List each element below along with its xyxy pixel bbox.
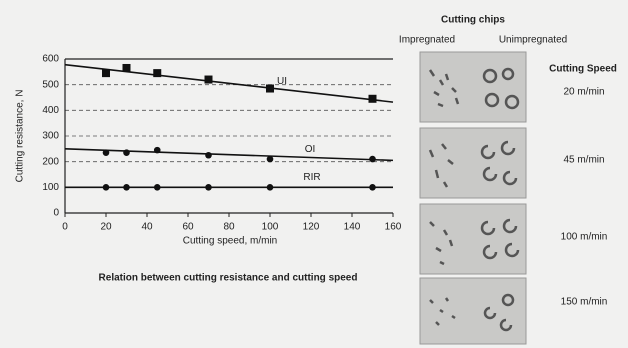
column-header: Unimpregnated	[499, 35, 567, 46]
marker	[266, 155, 274, 163]
marker	[102, 149, 110, 156]
marker	[153, 146, 161, 154]
marker	[122, 63, 131, 72]
x-tick-label: 80	[223, 222, 235, 233]
x-tick-label: 100	[262, 222, 279, 233]
y-tick-label: 600	[42, 54, 59, 65]
marker	[123, 149, 130, 156]
chart-caption: Relation between cutting resistance and …	[99, 273, 358, 284]
x-tick-label: 40	[141, 222, 153, 233]
x-tick-label: 20	[100, 222, 112, 233]
marker	[266, 84, 274, 93]
y-axis-label: Cutting resistance, N	[15, 90, 26, 183]
fit-line	[64, 63, 394, 103]
marker	[153, 69, 162, 78]
marker	[205, 151, 212, 159]
speed-label: 45 m/min	[563, 155, 604, 166]
x-axis-label: Cutting speed, m/min	[183, 236, 278, 247]
marker	[369, 184, 376, 191]
fit-line	[64, 148, 394, 162]
photo	[419, 277, 527, 345]
photo	[419, 203, 527, 275]
x-tick-label: 140	[344, 222, 361, 233]
marker	[123, 184, 130, 191]
series-label: UI	[277, 76, 287, 87]
y-tick-label: 200	[42, 156, 59, 167]
marker	[369, 155, 376, 163]
x-tick-label: 60	[182, 222, 194, 233]
x-tick-label: 160	[385, 222, 402, 233]
speed-header: Cutting Speed	[549, 64, 617, 75]
y-tick-label: 100	[42, 182, 59, 193]
marker	[368, 94, 377, 103]
x-tick-label: 120	[303, 222, 320, 233]
chips	[428, 67, 520, 332]
marker	[102, 184, 110, 191]
series-label: OI	[305, 144, 316, 155]
x-tick-label: 0	[62, 222, 68, 233]
marker	[102, 69, 110, 78]
marker	[153, 184, 161, 191]
column-header: Impregnated	[399, 35, 455, 46]
y-tick-label: 400	[42, 105, 59, 116]
marker	[204, 75, 213, 84]
speed-label: 100 m/min	[561, 232, 608, 243]
series-label: RIR	[303, 172, 320, 183]
photo	[419, 127, 527, 199]
chips-title: Cutting chips	[441, 15, 505, 26]
speed-label: 150 m/min	[561, 297, 608, 308]
y-tick-label: 300	[42, 131, 59, 142]
marker	[266, 184, 274, 191]
y-tick-label: 0	[53, 208, 59, 219]
speed-label: 20 m/min	[563, 87, 604, 98]
chip-photos	[419, 51, 527, 345]
y-tick-label: 500	[42, 79, 59, 90]
photo	[419, 51, 527, 123]
marker	[205, 184, 212, 191]
